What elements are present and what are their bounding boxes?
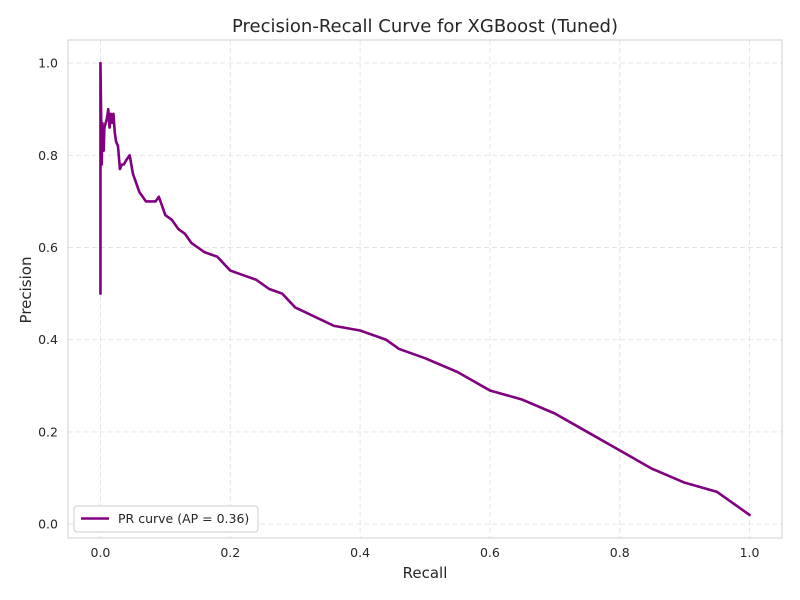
x-tick-label: 1.0: [740, 545, 760, 560]
y-tick-labels: 0.0 0.2 0.4 0.6 0.8 1.0: [38, 56, 58, 532]
x-axis-label: Recall: [403, 564, 448, 582]
y-tick-label: 0.0: [38, 517, 58, 532]
y-tick-label: 0.6: [38, 240, 58, 255]
chart-title: Precision-Recall Curve for XGBoost (Tune…: [232, 16, 618, 37]
x-tick-labels: 0.0 0.2 0.4 0.6 0.8 1.0: [91, 545, 760, 560]
y-tick-label: 0.2: [38, 424, 58, 439]
x-tick-label: 0.2: [220, 545, 240, 560]
pr-curve-line: [99, 61, 751, 517]
y-axis-label: Precision: [17, 257, 35, 324]
y-tick-label: 0.8: [38, 148, 58, 163]
x-tick-label: 0.0: [91, 545, 111, 560]
legend: PR curve (AP = 0.36): [73, 505, 259, 533]
y-tick-label: 0.4: [38, 332, 58, 347]
legend-label: PR curve (AP = 0.36): [118, 511, 249, 526]
legend-box: [73, 505, 259, 533]
y-tick-label: 1.0: [38, 56, 58, 71]
series-layer: [99, 61, 751, 517]
x-tick-label: 0.8: [610, 545, 630, 560]
x-tick-label: 0.4: [350, 545, 370, 560]
plot-frame: [67, 39, 783, 539]
x-tick-label: 0.6: [480, 545, 500, 560]
